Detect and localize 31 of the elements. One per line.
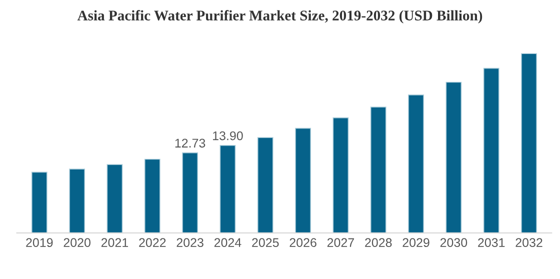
bar [295, 128, 311, 233]
x-tick-label: 2019 [26, 238, 53, 248]
data-label: 13.90 [213, 131, 243, 140]
bar [483, 68, 500, 233]
chart-title: Asia Pacific Water Purifier Market Size, 2019-2032 (USD Billion) [77, 10, 482, 24]
x-tick-label: 2026 [290, 238, 316, 248]
bar [521, 53, 537, 233]
data-label: 12.73 [175, 138, 206, 148]
bar [144, 158, 160, 233]
bar [220, 145, 236, 233]
x-tick-label: 2020 [64, 238, 90, 248]
bar [370, 106, 386, 233]
x-tick-label: 2029 [402, 238, 430, 248]
bar [69, 168, 86, 233]
x-tick-label: 2032 [516, 238, 542, 248]
bar [257, 137, 274, 233]
x-tick-label: 2027 [327, 238, 354, 248]
bar [408, 94, 424, 233]
x-tick-label: 2022 [139, 238, 166, 248]
x-tick-label: 2031 [478, 238, 505, 248]
bar [31, 172, 48, 233]
x-tick-label: 2030 [440, 238, 468, 248]
bar [446, 82, 462, 233]
bar [332, 117, 349, 233]
x-tick-label: 2024 [214, 238, 242, 248]
x-tick-label: 2023 [176, 238, 204, 248]
bar [182, 152, 198, 233]
bar [106, 164, 123, 233]
x-tick-label: 2028 [365, 238, 392, 248]
x-tick-label: 2021 [101, 238, 128, 248]
x-tick-label: 2025 [252, 238, 279, 248]
